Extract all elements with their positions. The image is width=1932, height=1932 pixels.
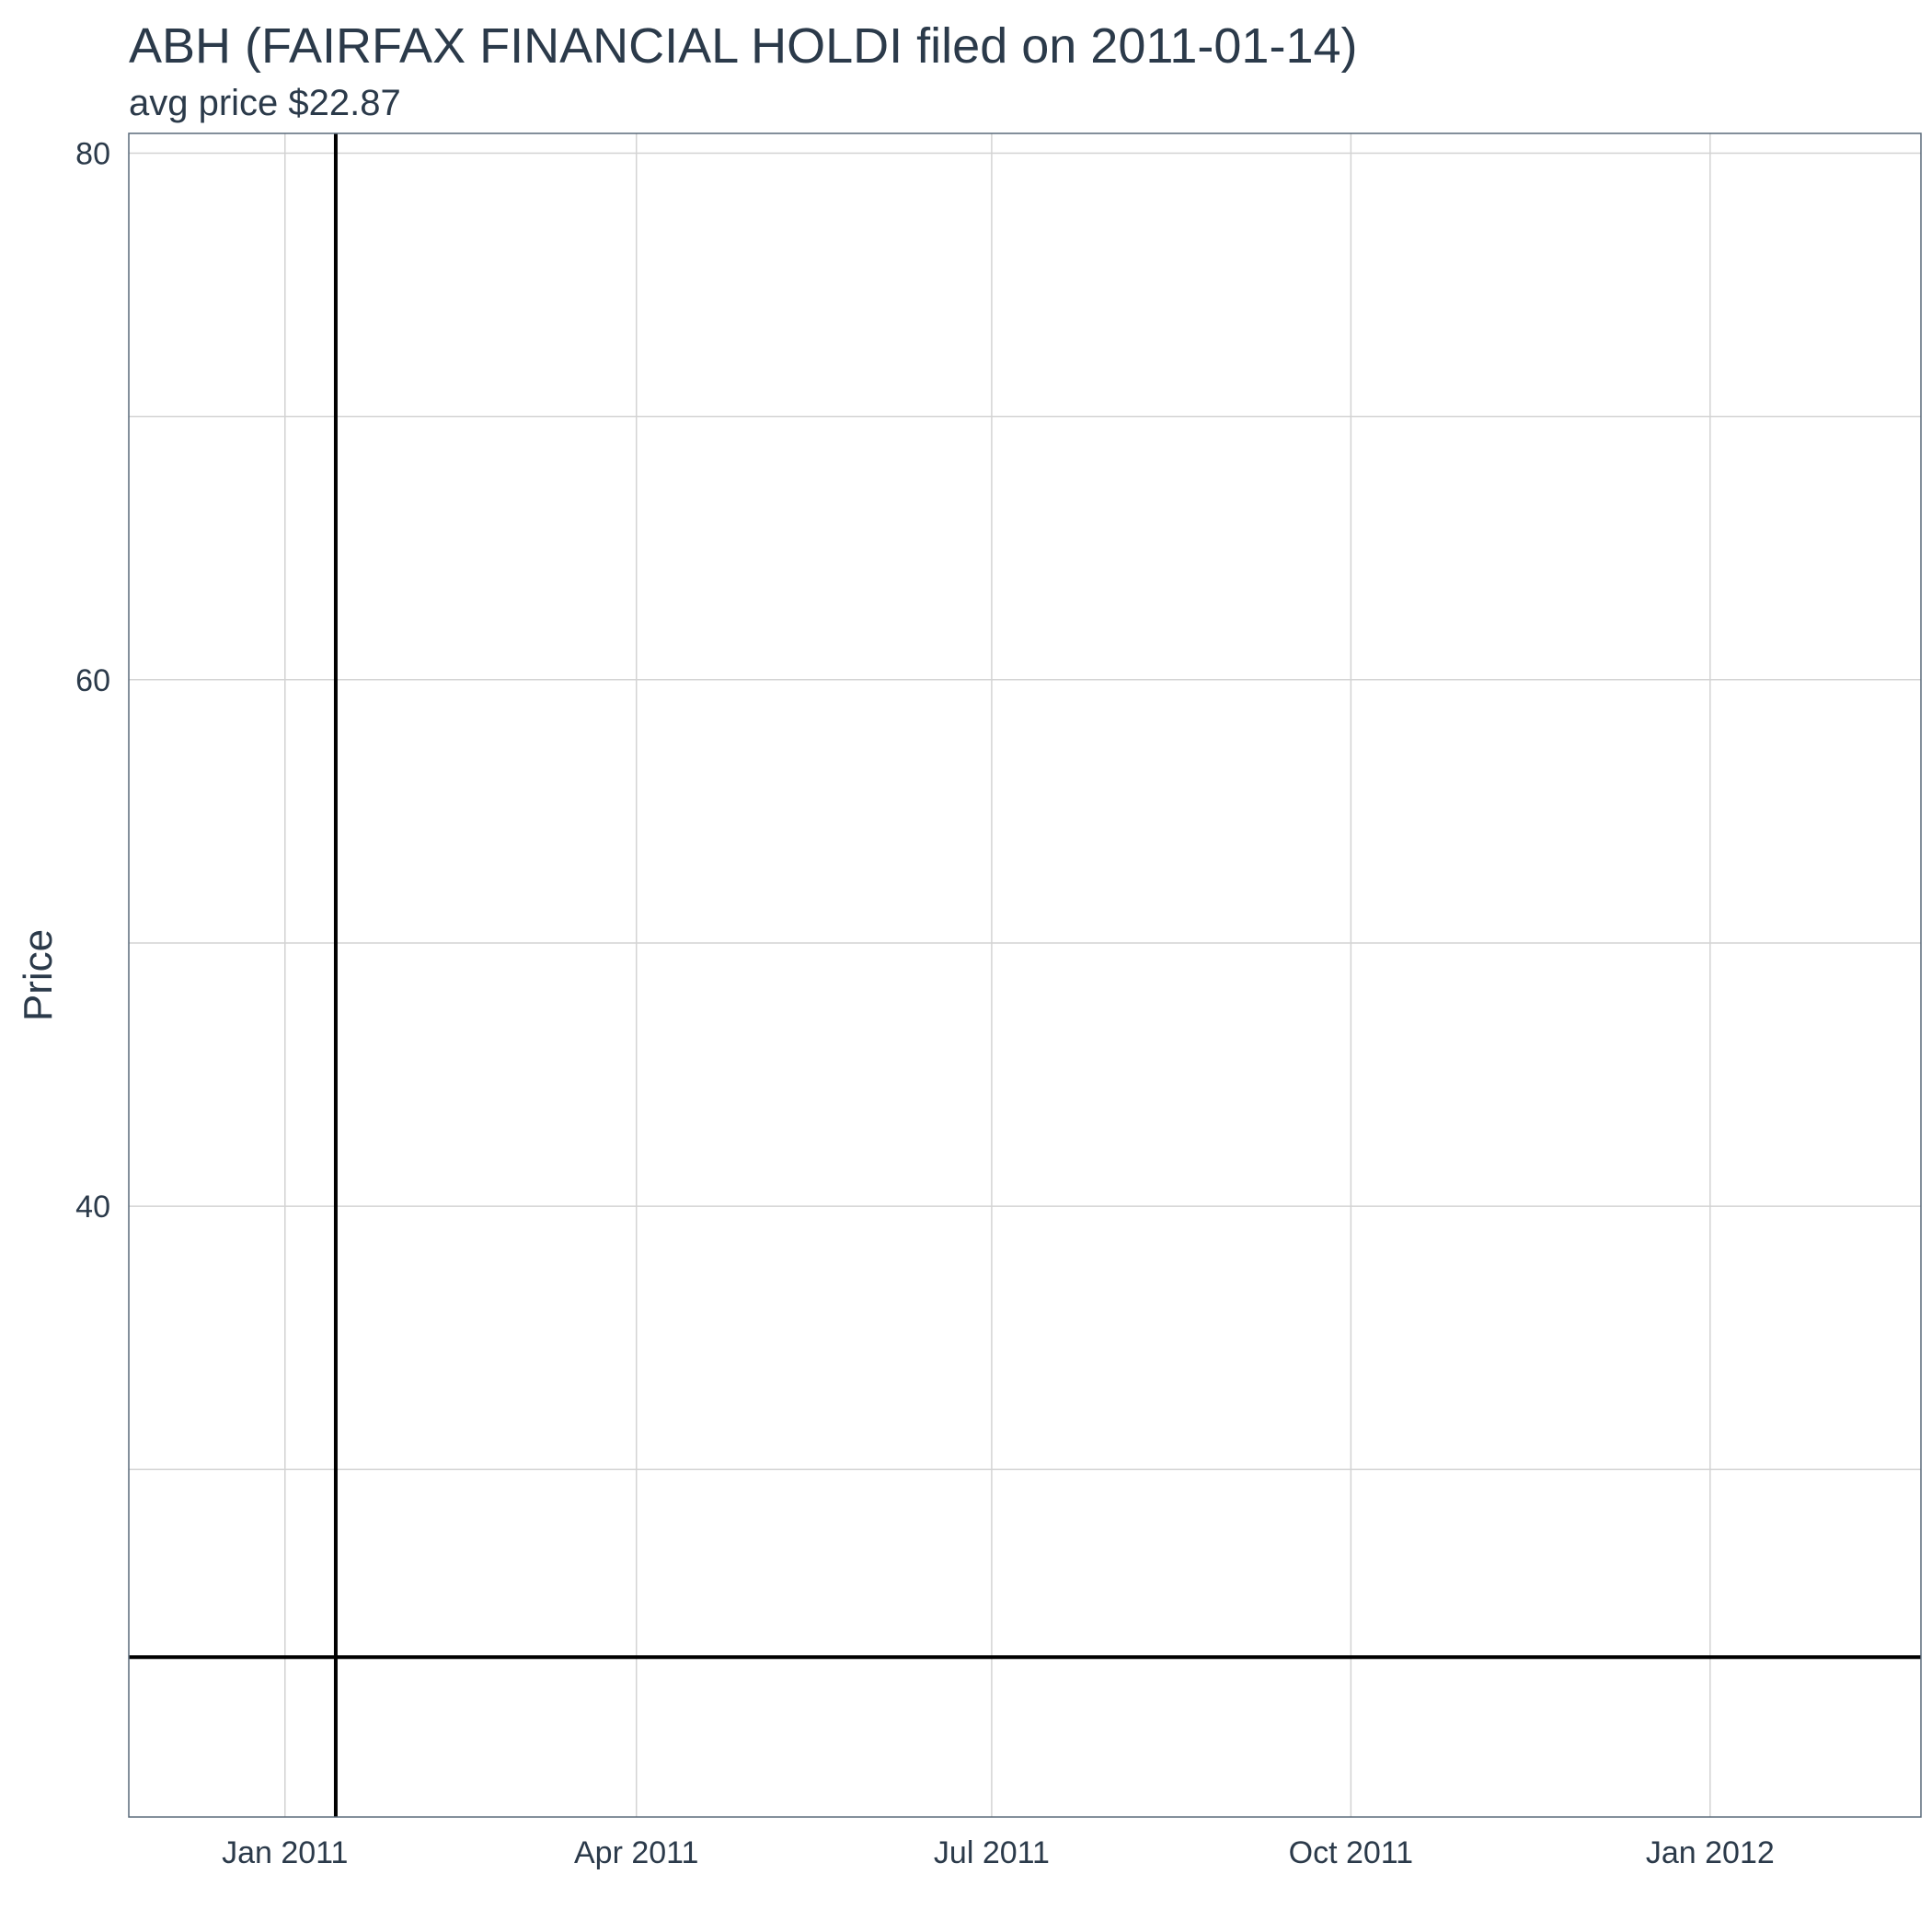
series-lines	[129, 133, 1921, 1817]
chart-subtitle: avg price $22.87	[129, 83, 401, 123]
grid	[129, 133, 1921, 1817]
chart-title: ABH (FAIRFAX FINANCIAL HOLDI filed on 20…	[129, 18, 1358, 74]
x-tick-label: Jan 2011	[222, 1835, 348, 1870]
x-tick-label: Jul 2011	[934, 1835, 1050, 1870]
plot-frame	[128, 132, 1922, 1818]
x-tick-label: Jan 2012	[1646, 1835, 1775, 1870]
axis-ticks: 80 60 40 Jan 2011 Apr 2011 Jul 2011 Oct 2011 Ja…	[75, 136, 1775, 1870]
y-tick-label: 40	[75, 1190, 110, 1225]
y-axis-label: Price	[16, 929, 61, 1021]
x-tick-label: Apr 2011	[574, 1835, 698, 1870]
x-tick-label: Oct 2011	[1289, 1835, 1413, 1870]
y-tick-label: 80	[75, 136, 110, 171]
y-tick-label: 60	[75, 663, 110, 698]
